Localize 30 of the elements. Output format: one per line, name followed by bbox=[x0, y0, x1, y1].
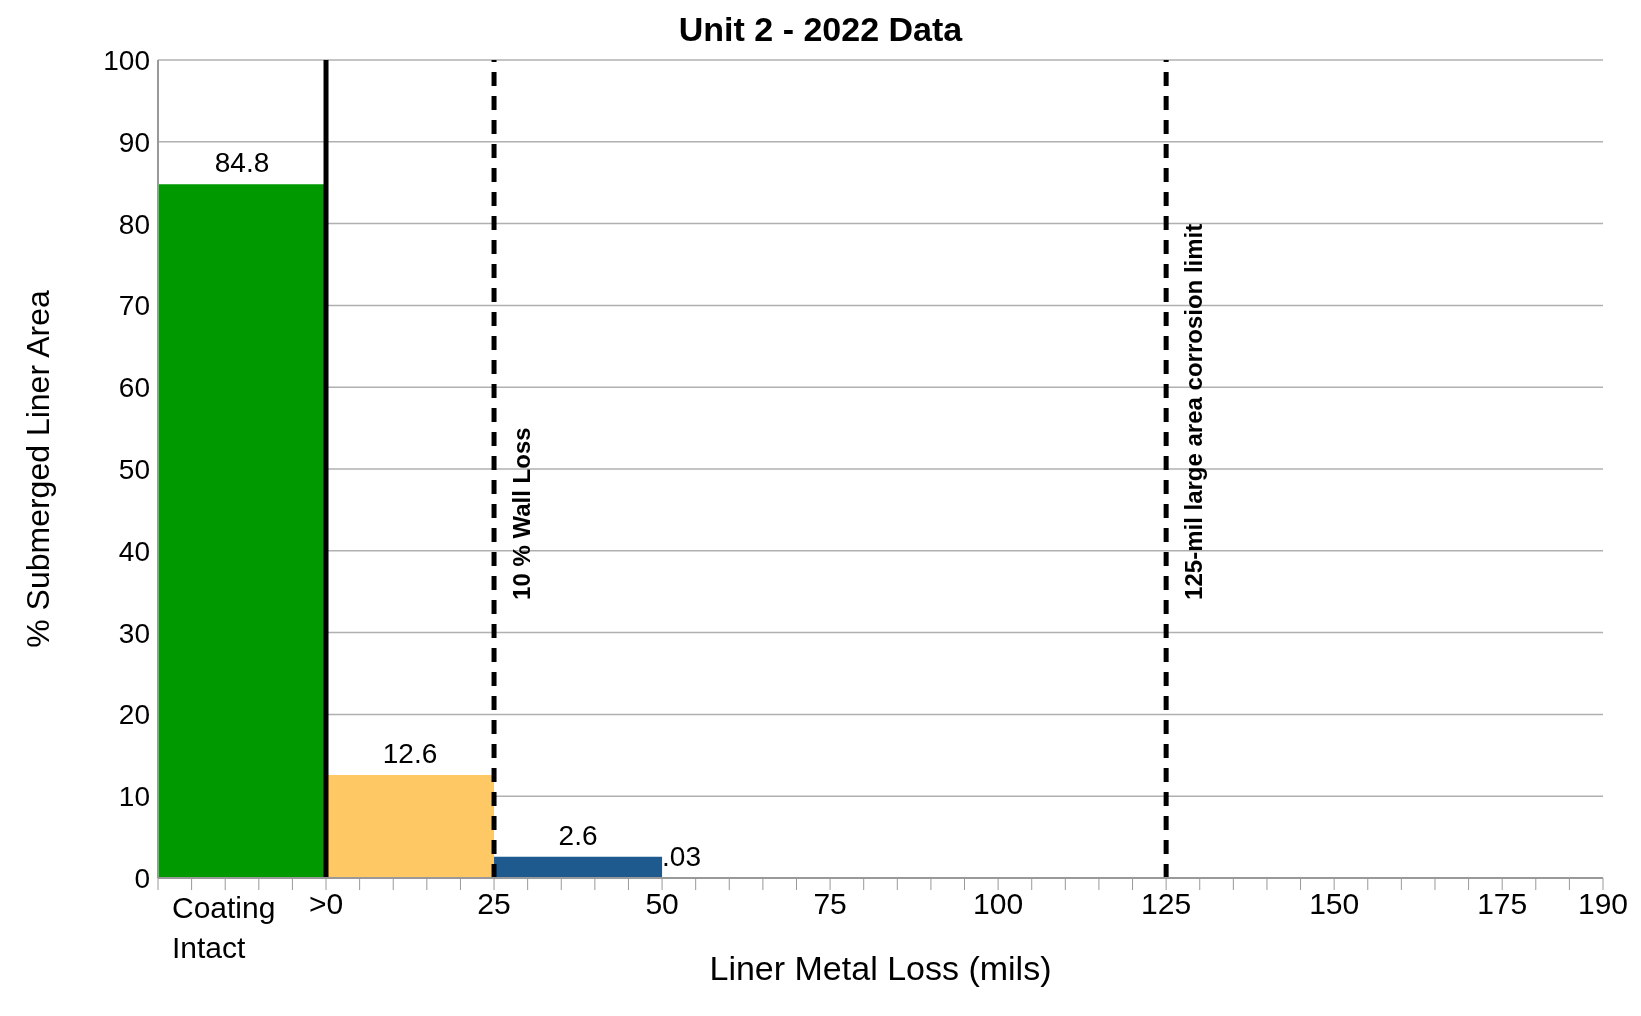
chart-title: Unit 2 - 2022 Data bbox=[678, 10, 963, 48]
y-tick-label: 60 bbox=[118, 372, 150, 404]
y-tick-label: 0 bbox=[134, 862, 150, 894]
y-tick-label: 40 bbox=[118, 535, 150, 567]
ref-line-label: 10 % Wall Loss bbox=[508, 427, 536, 600]
x-tick-label: 75 bbox=[813, 887, 847, 920]
data-label: 2.6 bbox=[558, 819, 598, 851]
x-axis-title: Liner Metal Loss (mils) bbox=[709, 949, 1052, 987]
x-tick-label: >0 bbox=[308, 887, 344, 920]
data-label: 84.8 bbox=[214, 147, 270, 179]
x-tick-label: 150 bbox=[1309, 887, 1360, 920]
ref-line-label: 125-mil large area corrosion limit bbox=[1180, 223, 1208, 600]
x-tick-label: 50 bbox=[645, 887, 679, 920]
y-tick-label: 90 bbox=[118, 126, 150, 158]
x-tick-label: 25 bbox=[477, 887, 511, 920]
x-tick-label: 190 bbox=[1577, 887, 1629, 920]
y-tick-label: 80 bbox=[118, 208, 150, 240]
y-axis-title: % Submerged Liner Area bbox=[20, 290, 57, 648]
data-label: 12.6 bbox=[382, 737, 438, 769]
text: Coating Intact bbox=[172, 891, 276, 964]
y-tick-label: 100 bbox=[103, 44, 150, 76]
x-tick-label: 125 bbox=[1141, 887, 1192, 920]
data-label: .03 bbox=[662, 840, 701, 872]
y-tick-label: 50 bbox=[118, 453, 150, 485]
y-tick-label: 70 bbox=[118, 290, 150, 322]
y-tick-label: 20 bbox=[118, 699, 150, 731]
x-tick-label: 175 bbox=[1477, 887, 1528, 920]
y-tick-label: 30 bbox=[118, 617, 150, 649]
x-tick-label: 100 bbox=[973, 887, 1024, 920]
y-tick-label: 10 bbox=[118, 781, 150, 813]
